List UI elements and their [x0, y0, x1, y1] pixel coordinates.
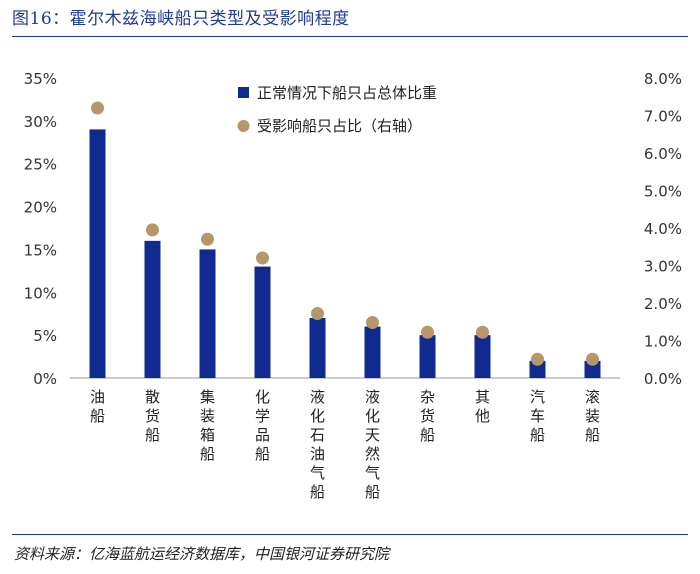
category-label: 油船 — [90, 388, 105, 425]
bar — [254, 266, 271, 378]
category-label: 散货船 — [145, 388, 160, 444]
source-rule — [12, 534, 688, 535]
y-tick-label: 0% — [33, 370, 57, 388]
legend-bar-label: 正常情况下船只占总体比重 — [257, 84, 437, 102]
scatter-point — [476, 325, 489, 339]
y2-tick-label: 7.0% — [644, 108, 682, 126]
scatter-point — [421, 325, 434, 339]
category-label: 其他 — [475, 388, 490, 425]
chart: 0% 5% 10% 15% 20% 25% 30% 35% 0.0% 1.0% 2.0% 3.0% 4.… — [24, 70, 682, 501]
category-label: 杂货船 — [420, 388, 435, 444]
y2-tick-label: 1.0% — [644, 333, 682, 351]
y2-tick-label: 6.0% — [644, 145, 682, 163]
scatter-point — [201, 232, 214, 246]
bar — [144, 240, 161, 378]
y2-tick-label: 0.0% — [644, 370, 682, 388]
category-label: 集装箱船 — [200, 388, 215, 463]
scatter-point — [311, 307, 324, 320]
title-rule — [12, 36, 688, 37]
category-label: 化学品船 — [255, 388, 270, 463]
legend-dot-label: 受影响船只占比（右轴） — [257, 117, 422, 135]
legend-bar-swatch — [238, 87, 249, 98]
category-label: 汽车船 — [530, 388, 545, 444]
y2-tick-label: 8.0% — [644, 70, 682, 88]
y-tick-label: 30% — [24, 113, 57, 131]
category-label: 滚装船 — [585, 388, 600, 444]
chart-title: 图16：霍尔木兹海峡船只类型及受影响程度 — [12, 9, 350, 29]
y2-tick-label: 3.0% — [644, 258, 682, 276]
bar — [89, 129, 106, 378]
bar — [364, 326, 381, 378]
bar — [529, 360, 546, 378]
y-tick-label: 35% — [24, 70, 57, 88]
y2-tick-label: 4.0% — [644, 220, 682, 238]
scatter-point — [531, 352, 544, 366]
bar — [584, 360, 601, 378]
scatter-point — [256, 251, 269, 265]
y-tick-label: 10% — [24, 284, 57, 302]
y-tick-label: 5% — [33, 327, 57, 345]
category-label: 液化天然气船 — [365, 388, 380, 501]
y-tick-label: 15% — [24, 241, 57, 259]
y-tick-label: 25% — [24, 156, 57, 174]
bar — [419, 335, 436, 378]
legend-dot-swatch — [237, 120, 250, 132]
bar — [309, 318, 326, 378]
y2-tick-label: 2.0% — [644, 295, 682, 313]
bar — [199, 249, 216, 378]
category-label: 液化石油气船 — [310, 388, 325, 501]
scatter-point — [586, 352, 599, 366]
bar — [474, 335, 491, 378]
scatter-point — [91, 101, 104, 115]
scatter-point — [366, 316, 379, 329]
scatter-point — [146, 223, 159, 237]
source-note: 资料来源：亿海蓝航运经济数据库，中国银河证券研究院 — [14, 545, 390, 563]
y2-tick-label: 5.0% — [644, 183, 682, 201]
y-tick-label: 20% — [24, 199, 57, 217]
